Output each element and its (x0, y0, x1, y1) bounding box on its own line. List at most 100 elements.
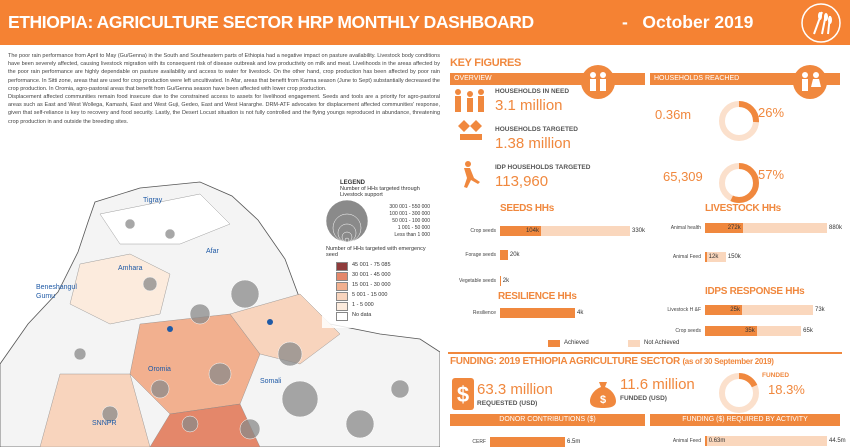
region-label: Amhara (118, 265, 143, 272)
donut-arc (719, 373, 759, 413)
category-label: Crop seeds (675, 328, 701, 334)
legend-size-label: 50 001 - 100 000 (392, 218, 430, 224)
dollar-icon: $ (452, 378, 474, 410)
key-figure-value: 3.1 million (495, 97, 563, 114)
bar (705, 436, 707, 446)
bar-value-label: 35k (745, 328, 755, 334)
funded-value: 11.6 million (620, 376, 695, 393)
legend-label: 1 - 5 000 (352, 302, 374, 308)
bar-value-label: 6.5m (567, 439, 581, 445)
bar-value-label: 20k (509, 252, 520, 258)
people-icon (793, 65, 827, 99)
key-figure-label: HOUSEHOLDS TARGETED (495, 126, 578, 133)
bar (705, 326, 757, 336)
bar (705, 436, 827, 446)
paragraph: Displacement affected communities remain… (8, 94, 440, 125)
key-figure-value: 113,960 (495, 173, 549, 190)
map-legend: LEGEND Number of HHs targeted through Li… (322, 178, 438, 328)
region-label: Somali (260, 378, 282, 385)
category-label: Livestock H &F (667, 307, 701, 313)
donut (719, 101, 759, 141)
category-label: Animal health (670, 225, 701, 231)
svg-text:$: $ (600, 394, 606, 406)
bar (705, 305, 813, 315)
category-label: CERF (472, 439, 486, 445)
chart-title: IDPS RESPONSE HHs (705, 286, 805, 297)
region-label: Oromia (148, 366, 171, 373)
reached-percent: 26% (758, 105, 785, 120)
category-label: Animal Feed (672, 254, 701, 260)
chart-title: RESILIENCE HHs (498, 291, 577, 302)
key-figure-label: IDP HOUSEHOLDS TARGETED (495, 164, 591, 171)
bar (705, 223, 743, 233)
bar-value-label: 65k (803, 328, 813, 334)
legend-swatch (336, 302, 348, 311)
legend-swatch (336, 262, 348, 271)
legend-size-label: 300 001 - 550 000 (389, 204, 430, 210)
key-figure-label: HOUSEHOLDS IN NEED (495, 88, 570, 95)
legend-label: 5 001 - 15 000 (352, 292, 388, 298)
section-title: KEY FIGURES (450, 57, 522, 69)
legend-swatch (336, 292, 348, 301)
funded-percent-title: FUNDED (762, 372, 790, 379)
wheat-icon (801, 3, 841, 43)
bar (705, 223, 827, 233)
requested-value: 63.3 million (477, 381, 553, 398)
legend-label: 15 001 - 30 000 (352, 282, 391, 288)
strip-label: HOUSEHOLDS REACHED (654, 75, 740, 82)
svg-text:$: $ (457, 382, 469, 407)
legend-label: Achieved (564, 340, 589, 346)
bar (500, 226, 541, 236)
funded-label: FUNDED (USD) (620, 395, 667, 402)
section-strip: HOUSEHOLDS REACHED (650, 73, 840, 85)
bar-value-label: 272k (727, 225, 741, 231)
category-label: Vegetable seeds (459, 278, 496, 284)
date: - October 2019 (622, 12, 754, 32)
bar-value-label: 330k (632, 228, 646, 234)
key-icons (455, 89, 484, 188)
bar-value-label: 25k (730, 307, 740, 313)
legend-title: LEGEND (340, 180, 366, 186)
section-strip: FUNDING ($) REQUIRED BY ACTIVITY (650, 414, 840, 426)
legend-label: No data (352, 312, 372, 318)
bar-value-label: 2k (502, 278, 510, 284)
moneybag-icon: $ (590, 382, 616, 408)
legend-label: 45 001 - 75 085 (352, 262, 391, 268)
funded-percent: 18.3% (768, 382, 805, 397)
legend-size-label: 1 001 - 50 000 (397, 225, 430, 231)
reached-value: 0.36m (655, 107, 692, 122)
funding-title: FUNDING: 2019 ETHIOPIA AGRICULTURE SECTO… (450, 356, 774, 367)
bar-value-label: 880k (829, 225, 843, 231)
legend-label: Not Achieved (644, 340, 680, 346)
region-label: Tigray (143, 197, 163, 204)
header: ETHIOPIA: AGRICULTURE SECTOR HRP MONTHLY… (0, 0, 850, 45)
region-label: SNNPR (92, 420, 117, 427)
bar (500, 226, 630, 236)
bar-value-label: 44.5m (829, 438, 846, 444)
chart-title: LIVESTOCK HHs (705, 203, 781, 214)
bar (500, 276, 501, 286)
bar (500, 308, 575, 318)
requested-label: REQUESTED (USD) (477, 400, 538, 407)
bar (500, 250, 508, 260)
paragraph: The poor rain performance from April to … (8, 53, 440, 92)
legend-swatch (336, 312, 348, 321)
bar-value-label: 73k (815, 307, 825, 313)
legend-swatch (628, 340, 640, 347)
chart-title: SEEDS HHs (500, 203, 554, 214)
size-circles (325, 199, 369, 243)
category-label: Animal Feed (672, 438, 701, 444)
legend-size-label: Less than 1 000 (394, 232, 430, 238)
reached-percent: 57% (758, 167, 785, 182)
bar-value-label: 12k (708, 254, 719, 260)
legend-swatch (336, 282, 348, 291)
donut (719, 373, 759, 413)
bar-value-label: 0.63m (708, 438, 726, 444)
reached-value: 65,309 (663, 169, 703, 184)
narrative: The poor rain performance from April to … (8, 52, 440, 126)
legend-subtitle: Number of HHs targeted with emergency se… (326, 246, 426, 258)
title: ETHIOPIA: AGRICULTURE SECTOR HRP MONTHLY… (8, 12, 534, 32)
donut-arc (719, 101, 759, 141)
divider (448, 352, 842, 354)
bar (705, 252, 707, 262)
